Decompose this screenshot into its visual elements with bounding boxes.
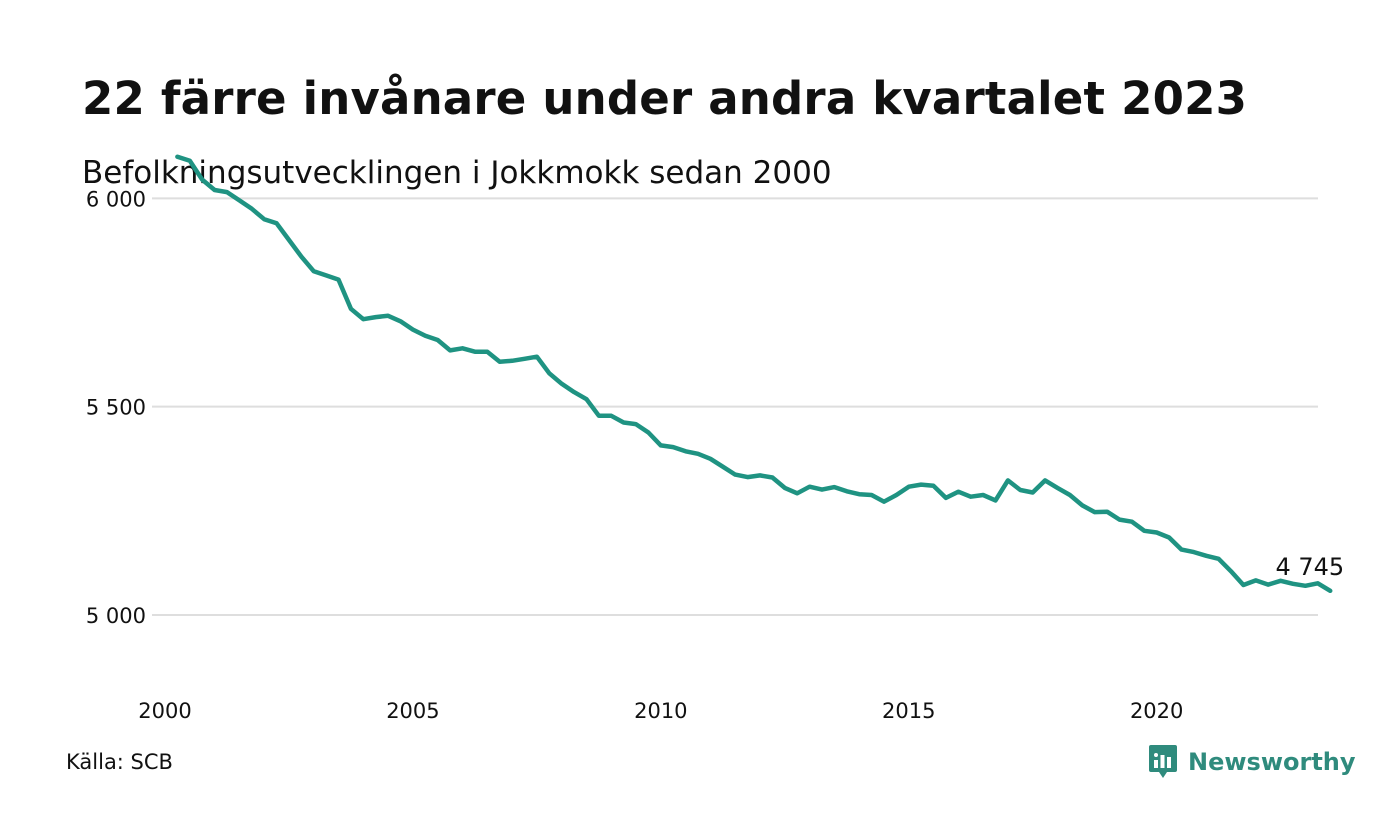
population-series-line	[175, 154, 1333, 594]
x-tick-label: 2000	[138, 699, 191, 723]
y-axis-ticks: 5 000 5 500 6 000	[86, 187, 146, 628]
brand-logo: Newsworthy	[1148, 742, 1356, 782]
end-value-label: 4 745	[1275, 553, 1344, 581]
gridlines	[152, 197, 1318, 616]
x-tick-label: 2010	[634, 699, 687, 723]
x-axis-ticks: 2000 2005 2010 2015 2020	[138, 699, 1183, 723]
x-tick-label: 2005	[386, 699, 439, 723]
brand-name: Newsworthy	[1188, 748, 1356, 776]
x-tick-label: 2015	[882, 699, 935, 723]
x-tick-label: 2020	[1130, 699, 1183, 723]
source-note: Källa: SCB	[66, 750, 173, 774]
y-tick-label: 5 000	[86, 604, 146, 628]
newsworthy-logo-icon	[1149, 745, 1177, 778]
y-tick-label: 6 000	[86, 187, 146, 211]
y-tick-label: 5 500	[86, 396, 146, 420]
chart-title: 22 färre invånare under andra kvartalet …	[82, 72, 1248, 125]
